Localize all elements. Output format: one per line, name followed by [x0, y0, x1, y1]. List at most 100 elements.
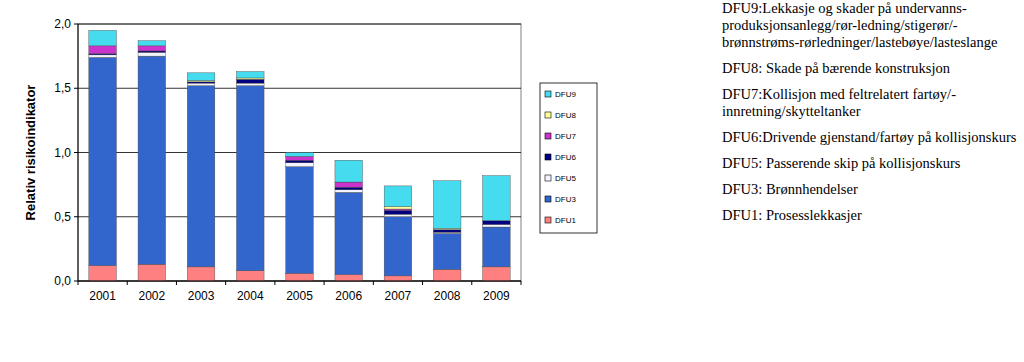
bar-segment	[236, 86, 264, 271]
description: DFU5: Passerende skip på kollisjonskurs	[722, 155, 1022, 172]
bar-segment	[483, 221, 511, 225]
legend-swatch	[545, 196, 551, 202]
bar-segment	[335, 190, 363, 193]
bar-segment	[236, 83, 264, 86]
y-tick-label: 2,0	[54, 17, 71, 31]
x-tick-label: 2009	[483, 289, 510, 303]
bars	[89, 30, 510, 281]
bar-segment	[335, 187, 363, 190]
bar-segment	[433, 181, 461, 229]
legend-label: DFU3	[555, 195, 576, 204]
description: DFU6:Drivende gjenstand/fartøy på kollis…	[722, 129, 1022, 146]
legend-label: DFU6	[555, 153, 576, 162]
description: DFU8: Skade på bærende konstruksjon	[722, 60, 1022, 77]
bar-segment	[187, 86, 215, 267]
description: DFU1: Prosesslekkasjer	[722, 207, 1022, 224]
x-tick-label: 2007	[385, 289, 412, 303]
legend-label: DFU8	[555, 111, 576, 120]
y-axis	[78, 24, 79, 281]
y-tick	[74, 24, 78, 25]
bar-segment	[89, 55, 117, 58]
x-tick-label: 2001	[89, 289, 116, 303]
legend-swatch	[545, 154, 551, 160]
bar-segment	[483, 176, 511, 221]
bar-segment	[138, 46, 166, 51]
descriptions: DFU9:Lekkasje og skader på undervanns-pr…	[722, 0, 1022, 233]
x-tick	[176, 281, 177, 285]
y-tick	[74, 281, 78, 282]
bar-segment	[286, 153, 314, 157]
bar-segment	[433, 229, 461, 230]
x-tick	[78, 281, 79, 285]
legend-swatch	[545, 133, 551, 139]
bar-segment	[483, 267, 511, 281]
legend-box	[540, 83, 597, 233]
description: DFU7:Kollisjon med feltrelatert fartøy/-…	[722, 86, 1022, 120]
x-tick-label: 2005	[286, 289, 313, 303]
bar-segment	[433, 233, 461, 269]
bar-segment	[187, 83, 215, 86]
y-axis-label: Relativ risikoindikator	[23, 85, 38, 221]
bar-segment	[384, 206, 412, 209]
bar-segment	[335, 275, 363, 281]
bar-segment	[89, 57, 117, 265]
y-tick-label: 0,5	[54, 210, 71, 224]
legend-label: DFU9	[555, 90, 576, 99]
bar-segment	[335, 182, 363, 187]
bar-segment	[236, 271, 264, 281]
bar-segment	[286, 163, 314, 167]
y-tick	[74, 216, 78, 217]
x-tick-label: 2003	[188, 289, 215, 303]
bar-segment	[483, 227, 511, 267]
bar-segment	[286, 160, 314, 163]
x-tick	[471, 281, 472, 285]
y-tick	[74, 88, 78, 89]
bar-segment	[286, 156, 314, 160]
x-tick	[422, 281, 423, 285]
x-tick	[127, 281, 128, 285]
bar-segment	[384, 217, 412, 276]
bar-segment	[286, 167, 314, 274]
legend-swatch	[545, 217, 551, 223]
y-tick	[74, 152, 78, 153]
legend-label: DFU5	[555, 174, 576, 183]
bar-segment	[433, 230, 461, 233]
x-tick-label: 2006	[335, 289, 362, 303]
bar-segment	[89, 30, 117, 45]
bar-segment	[187, 81, 215, 82]
bar-segment	[384, 186, 412, 207]
bar-segment	[138, 56, 166, 264]
bar-segment	[236, 79, 264, 83]
bar-segment	[138, 52, 166, 56]
bar-segment	[433, 269, 461, 281]
bar-segment	[187, 73, 215, 81]
chart: 0,00,51,01,52,02001200220032004200520062…	[0, 0, 710, 362]
x-axis	[78, 281, 521, 282]
bar-segment	[89, 266, 117, 281]
bar-segment	[384, 214, 412, 217]
description: DFU9:Lekkasje og skader på undervanns-pr…	[722, 0, 1022, 51]
x-tick	[324, 281, 325, 285]
plot-area	[78, 24, 521, 281]
bar-segment	[384, 210, 412, 214]
grid-line	[78, 24, 521, 25]
x-tick	[521, 281, 522, 285]
legend-swatch	[545, 175, 551, 181]
bar-segment	[483, 224, 511, 227]
description: DFU3: Brønnhendelser	[722, 181, 1022, 198]
bar-segment	[286, 273, 314, 281]
x-tick-label: 2004	[237, 289, 264, 303]
legend-label: DFU1	[555, 216, 576, 225]
x-tick	[373, 281, 374, 285]
y-tick-label: 0,0	[54, 274, 71, 288]
bar-segment	[138, 264, 166, 281]
x-tick	[225, 281, 226, 285]
bar-segment	[236, 72, 264, 78]
bar-segment	[384, 276, 412, 281]
bar-segment	[335, 160, 363, 182]
bar-segment	[236, 79, 264, 80]
bar-segment	[138, 41, 166, 46]
bar-segment	[187, 267, 215, 281]
bar-segment	[89, 46, 117, 54]
y-tick-label: 1,5	[54, 81, 71, 95]
